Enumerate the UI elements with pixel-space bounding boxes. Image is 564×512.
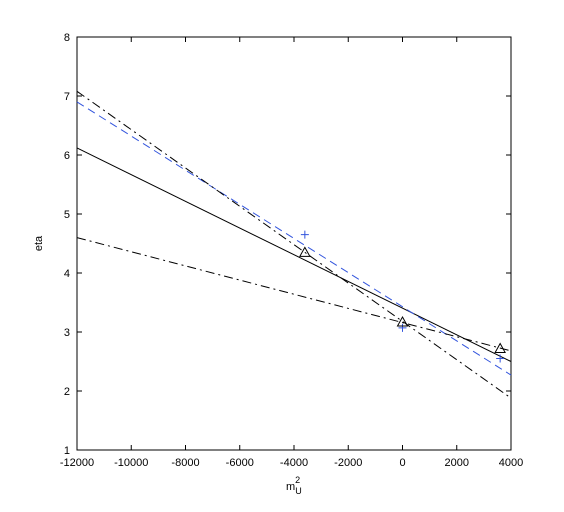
x-tick-label: -6000: [226, 457, 254, 469]
x-tick-label: -8000: [171, 457, 199, 469]
y-tick-label: 1: [64, 445, 70, 457]
plus-marker: [398, 323, 407, 332]
y-axis-label: eta: [33, 235, 45, 251]
y-tick-label: 6: [64, 150, 70, 162]
y-tick-label: 2: [64, 386, 70, 398]
x-tick-label: 4000: [499, 457, 523, 469]
plus-marker: [496, 354, 505, 363]
triangle-marker: [494, 342, 506, 354]
x-axis-label: m2 U: [286, 475, 302, 496]
x-tick-label: -10000: [114, 457, 148, 469]
plus-marker: [300, 230, 309, 239]
x-tick-label: -12000: [60, 457, 94, 469]
x-tick-label: -2000: [334, 457, 362, 469]
y-tick-label: 7: [64, 91, 70, 103]
x-label-sup: 2: [295, 475, 300, 485]
y-tick-label: 5: [64, 209, 70, 221]
x-label-sub: U: [295, 486, 302, 496]
x-tick-label: 2000: [445, 457, 469, 469]
data-line: [76, 147, 512, 362]
x-label-base: m: [286, 481, 295, 493]
data-line: [76, 90, 512, 399]
y-tick-label: 8: [64, 32, 70, 44]
triangle-marker: [396, 315, 409, 327]
triangle-marker: [299, 246, 311, 257]
y-tick-label: 3: [64, 327, 70, 339]
x-tick-label: 0: [399, 457, 405, 469]
x-tick-label: -4000: [280, 457, 308, 469]
y-tick-label: 4: [64, 268, 70, 280]
data-line: [76, 101, 512, 376]
